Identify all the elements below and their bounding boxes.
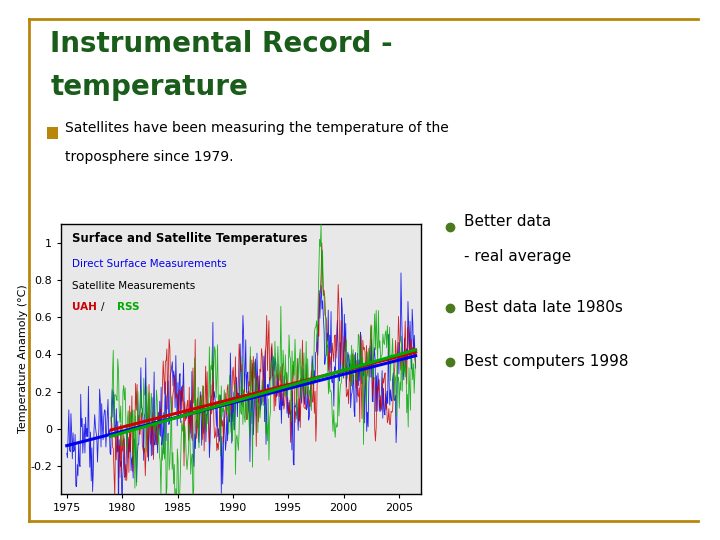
Text: temperature: temperature — [50, 73, 248, 101]
Text: /: / — [101, 302, 104, 313]
Text: UAH: UAH — [72, 302, 97, 313]
Text: Best computers 1998: Best computers 1998 — [464, 354, 629, 369]
Text: Instrumental Record -: Instrumental Record - — [50, 30, 393, 58]
Y-axis label: Temperature Anamoly (°C): Temperature Anamoly (°C) — [18, 285, 27, 434]
Text: Direct Surface Measurements: Direct Surface Measurements — [72, 259, 227, 269]
Text: Satellites have been measuring the temperature of the: Satellites have been measuring the tempe… — [65, 121, 449, 135]
Bar — [47, 127, 58, 139]
Text: Surface and Satellite Temperatures: Surface and Satellite Temperatures — [72, 232, 307, 245]
Text: Better data: Better data — [464, 214, 552, 229]
Text: RSS: RSS — [117, 302, 140, 313]
Text: Satellite Measurements: Satellite Measurements — [72, 281, 195, 291]
Text: Best data late 1980s: Best data late 1980s — [464, 300, 624, 315]
Text: troposphere since 1979.: troposphere since 1979. — [65, 150, 233, 164]
Text: - real average: - real average — [464, 249, 572, 264]
